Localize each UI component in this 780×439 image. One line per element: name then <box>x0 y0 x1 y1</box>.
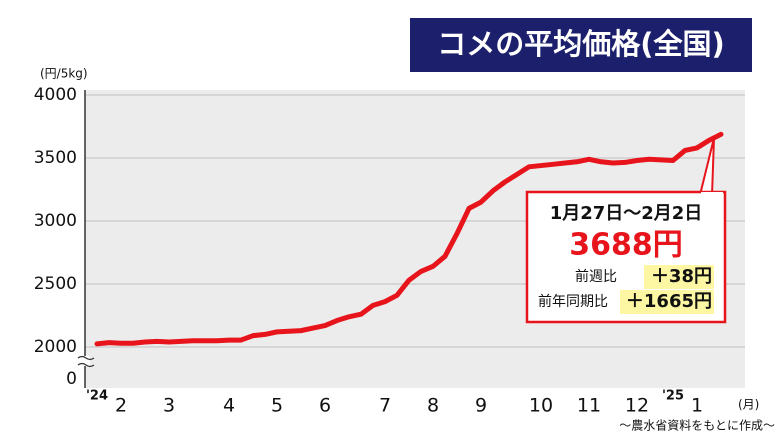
year-label: 前年同期比 <box>538 293 608 310</box>
callout-price: 3688円 <box>569 228 683 263</box>
x-tick-label: 9 <box>475 395 487 417</box>
title-box <box>410 18 752 72</box>
x-tick-label: 6 <box>319 395 331 417</box>
chart-title: コメの平均価格(全国) <box>437 27 725 61</box>
callout-date: 1月27日～2月2日 <box>550 203 703 224</box>
callout-join <box>701 192 723 197</box>
y-tick-label: 0 <box>66 369 77 389</box>
x-tick-label: '24 <box>86 389 108 404</box>
x-tick-label: 8 <box>427 395 439 417</box>
x-tick-label: 2 <box>115 395 127 417</box>
y-tick-label: 3000 <box>34 211 77 231</box>
x-tick-label: 1 <box>691 395 703 417</box>
line <box>94 131 724 347</box>
highlight <box>644 265 714 289</box>
year-change: ＋1665円 <box>626 291 712 312</box>
week-change: ＋38円 <box>651 266 712 287</box>
plot: 2000 2500 3000 3500 4000 0 '24 2 3 4 5 6 7 8 9 10 11 12 '2… <box>34 85 745 417</box>
y-tick-label: 3500 <box>34 148 77 168</box>
y-tick-label: 4000 <box>34 85 77 105</box>
y-unit: (円/5kg) <box>40 67 88 81</box>
week-label: 前週比 <box>575 268 617 285</box>
x-tick-label: 7 <box>379 395 391 417</box>
source: ～農水省資料をもとに作成～ <box>619 419 775 433</box>
x-tick-label: '25 <box>662 389 684 404</box>
highlight <box>620 290 714 314</box>
x-tick-label: 5 <box>271 395 283 417</box>
x-tick-label: 11 <box>577 395 601 417</box>
x-unit: (月) <box>738 398 759 412</box>
axis-break <box>60 356 90 366</box>
y-tick-label: 2500 <box>34 274 77 294</box>
x-tick-label: 12 <box>625 395 649 417</box>
x-tick-label: 3 <box>163 395 175 417</box>
x-tick-label: 4 <box>223 395 235 417</box>
axis-break-mark <box>77 355 95 368</box>
x-tick-label: 10 <box>529 395 553 417</box>
y-tick-label: 2000 <box>34 337 77 357</box>
